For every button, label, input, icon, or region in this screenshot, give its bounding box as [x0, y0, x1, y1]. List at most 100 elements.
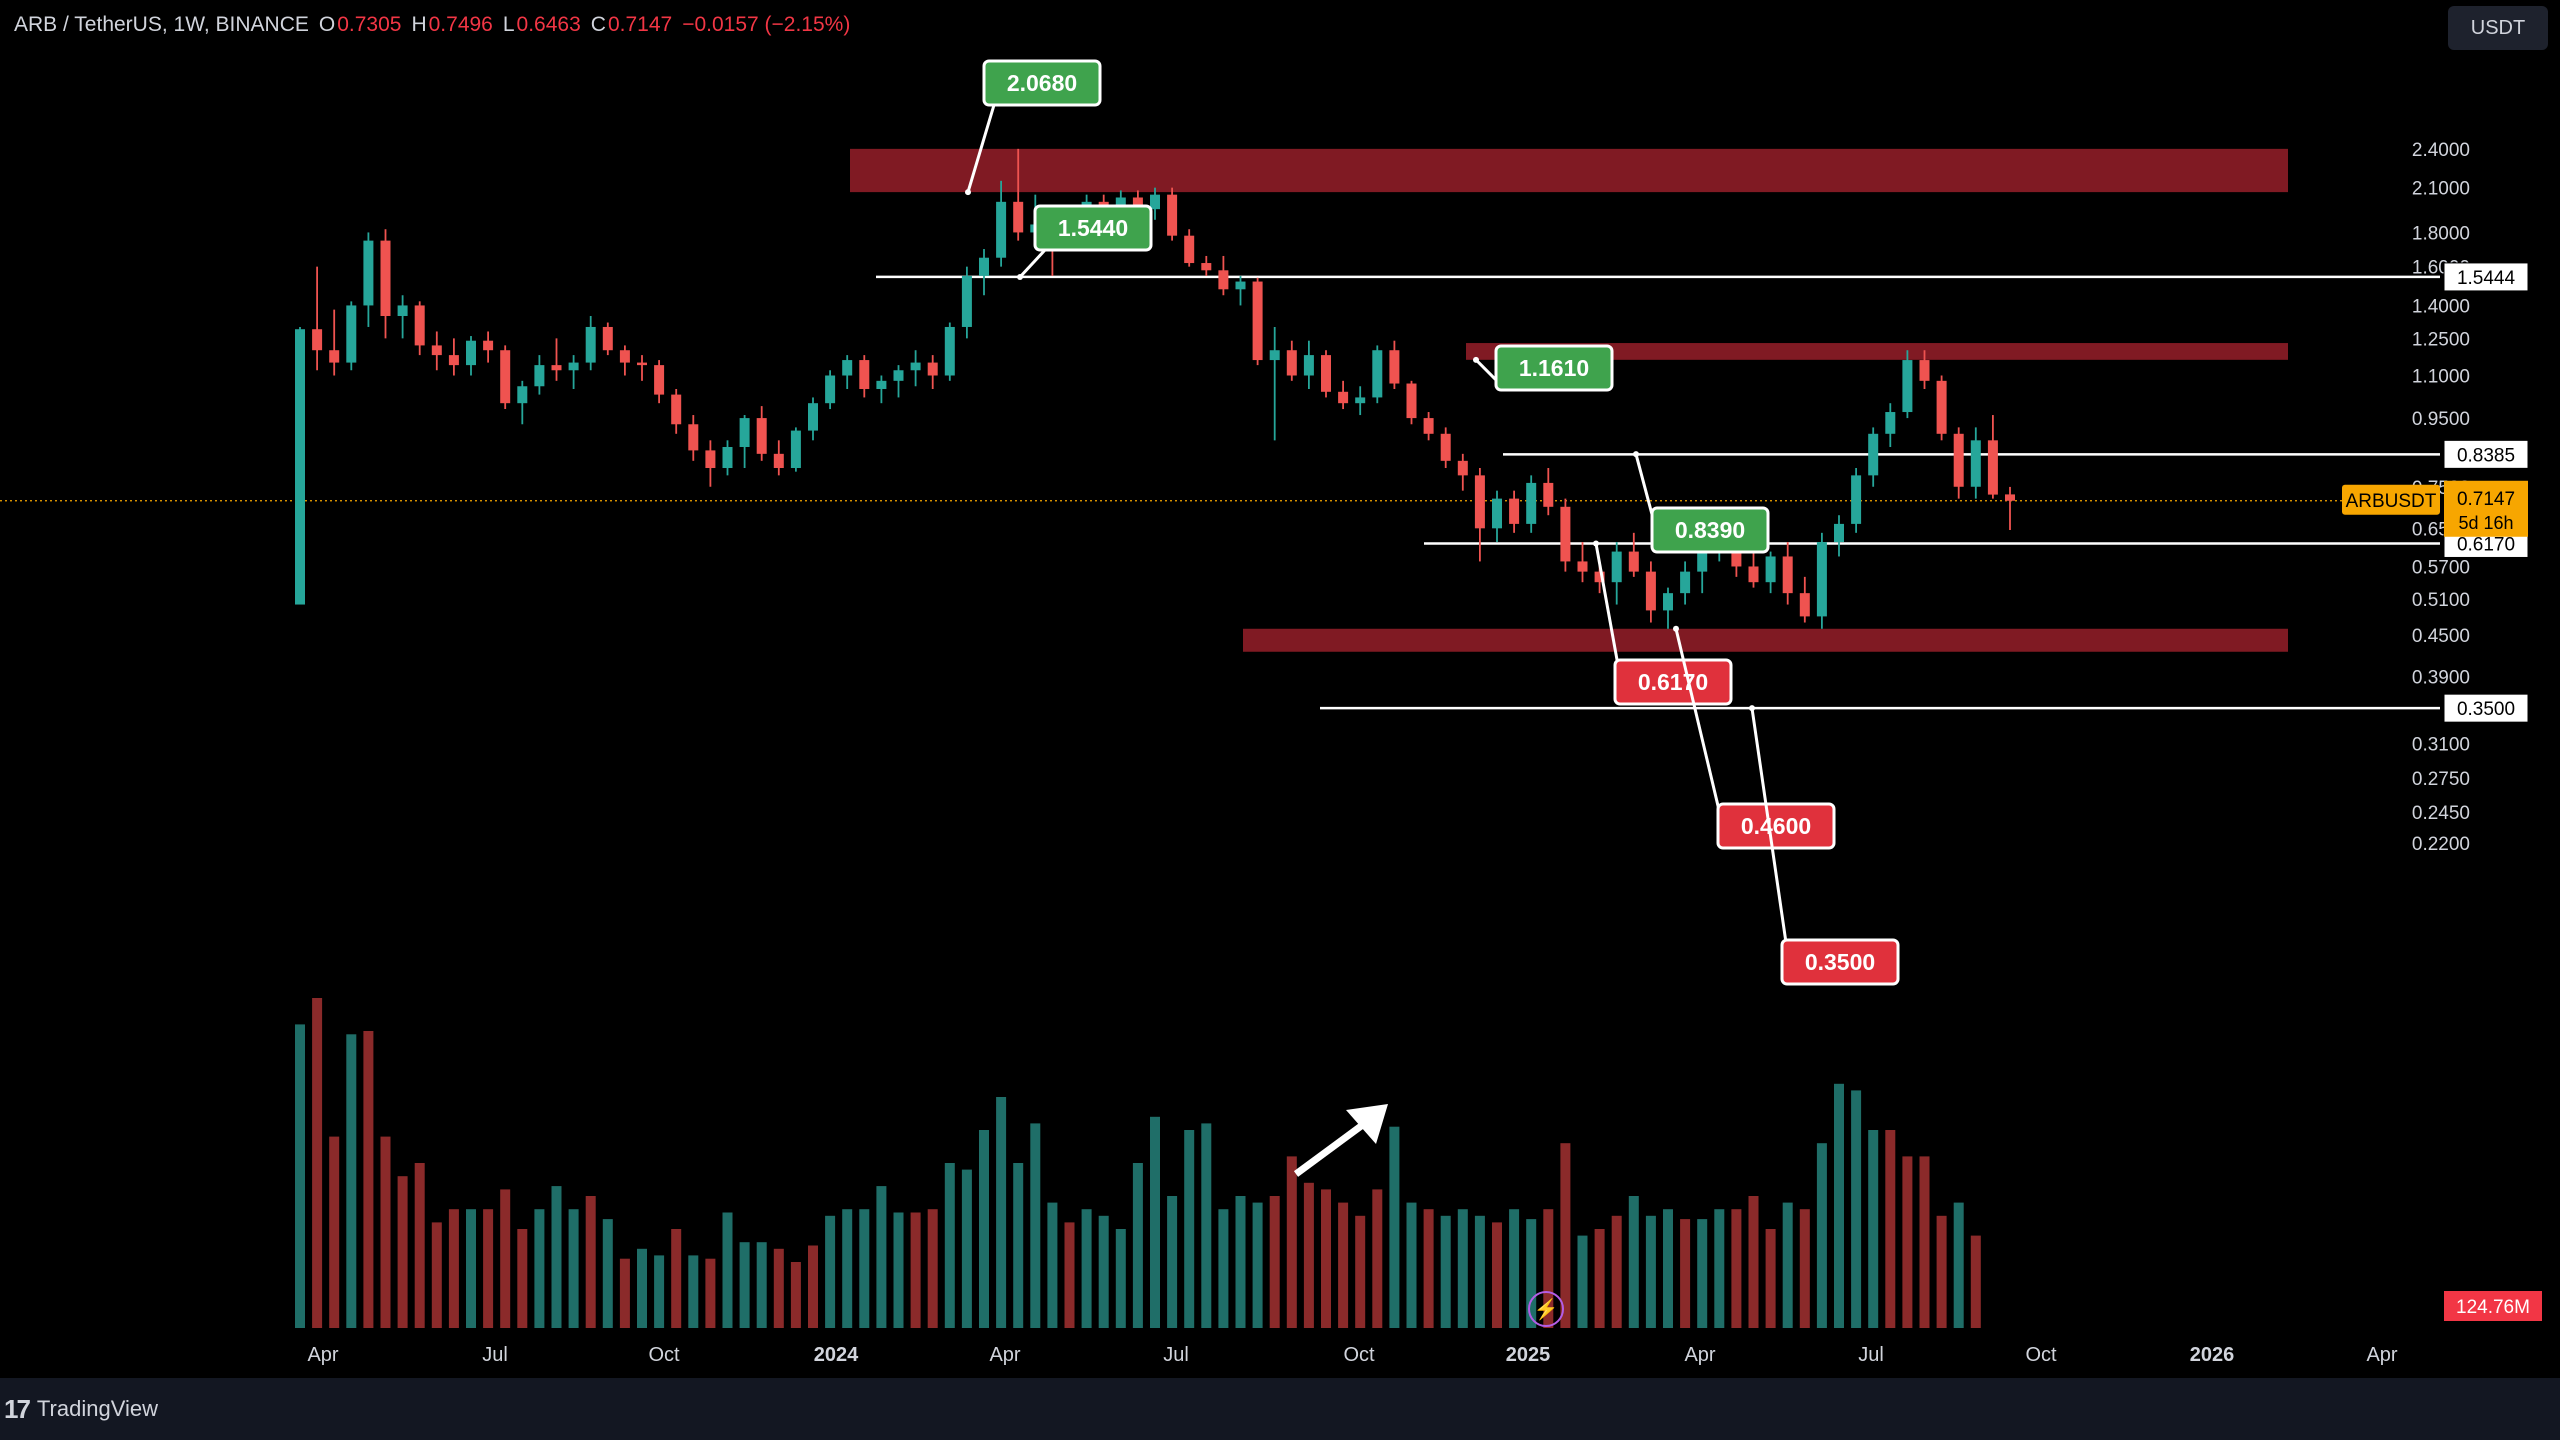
price-tick-label: 0.3900	[2412, 668, 2470, 689]
candle-body	[1611, 551, 1622, 583]
candle-body	[876, 380, 887, 390]
price-tick-label: 0.9500	[2412, 409, 2470, 430]
candle-body	[961, 275, 972, 327]
price-tick-label: 1.1000	[2412, 366, 2470, 387]
candle-body	[1509, 498, 1520, 524]
volume-bar	[944, 1163, 955, 1328]
candle-body	[1372, 350, 1383, 398]
candle-body	[1286, 350, 1297, 376]
candle-body	[1423, 418, 1434, 434]
callout-pointer	[966, 104, 996, 193]
candle-body	[1970, 440, 1981, 487]
candle-body	[910, 362, 921, 371]
tradingview-logo[interactable]: 17 TradingView	[4, 1394, 158, 1425]
symbol-title: ARB / TetherUS, 1W, BINANCE	[14, 13, 309, 36]
level-axis-tag	[2443, 693, 2529, 723]
volume-bar	[1868, 1130, 1879, 1328]
candle-body	[1013, 201, 1024, 233]
candle-body	[1834, 523, 1844, 543]
price-tick-label: 0.5700	[2412, 557, 2470, 578]
time-axis-label: Jul	[482, 1344, 508, 1366]
high-label: H	[411, 13, 427, 36]
high-value: 0.7496	[428, 13, 493, 36]
lightning-icon[interactable]: ⚡	[1528, 1291, 1564, 1327]
level-axis-label: 1.5444	[2457, 268, 2516, 289]
volume-bar	[534, 1209, 545, 1328]
volume-bar	[363, 1031, 374, 1328]
candle-body	[1132, 197, 1143, 210]
candle-body	[1663, 593, 1673, 611]
currency-button[interactable]: USDT	[2448, 6, 2548, 50]
symbol-tag-label: ARBUSDT	[2346, 491, 2437, 512]
candle-body	[568, 362, 579, 371]
candle-body	[1167, 194, 1178, 236]
volume-bar	[1150, 1116, 1160, 1328]
volume-bar	[705, 1258, 716, 1328]
candle-body	[1321, 355, 1331, 392]
volume-bar	[1321, 1189, 1331, 1328]
candle-body	[517, 386, 528, 404]
open-label: O	[318, 13, 336, 36]
volume-bar	[619, 1258, 630, 1328]
volume-bar	[1697, 1219, 1708, 1328]
candle-body	[346, 305, 357, 363]
volume-bar	[1252, 1202, 1263, 1328]
volume-bar	[1115, 1229, 1126, 1328]
volume-bar	[551, 1186, 562, 1328]
candle-body	[1697, 551, 1708, 572]
volume-bar	[1834, 1083, 1844, 1328]
time-axis-label: Apr	[307, 1344, 338, 1366]
candle-body	[1440, 433, 1451, 461]
candle-body	[1902, 360, 1913, 413]
candle-body	[637, 362, 647, 366]
callout-label: 0.6170	[1638, 669, 1708, 695]
candle-body	[944, 326, 955, 376]
resistance-zone	[1243, 628, 2288, 652]
candle-body	[739, 418, 750, 448]
candle-body	[1201, 263, 1212, 271]
callout-box	[1716, 802, 1836, 850]
callout-anchor	[1673, 625, 1679, 632]
callout-label: 1.5440	[1058, 215, 1128, 241]
time-axis-label: Apr	[989, 1344, 1020, 1366]
volume-bar	[1577, 1235, 1588, 1328]
callout-pointer	[1750, 707, 1794, 985]
callout-box	[982, 59, 1102, 107]
candle-body	[1184, 235, 1195, 264]
volume-bar	[842, 1209, 853, 1328]
candle-body	[1457, 460, 1468, 476]
volume-bar	[1303, 1182, 1314, 1328]
volume-bar	[1953, 1202, 1964, 1328]
candle-body	[1560, 506, 1571, 562]
volume-bar	[1389, 1126, 1400, 1328]
volume-bar	[1936, 1215, 1947, 1328]
volume-bar	[825, 1215, 836, 1328]
price-tick-label: 0.5100	[2412, 590, 2470, 611]
callout-box	[1613, 658, 1733, 706]
candle-body	[500, 350, 511, 404]
candle-body	[1235, 281, 1246, 290]
volume-bar	[500, 1189, 511, 1328]
candle-body	[1577, 561, 1588, 572]
candle-body	[1628, 551, 1639, 572]
change-value: −0.0157 (−2.15%)	[682, 13, 851, 36]
candle-body	[688, 424, 699, 451]
symbol-header: ARB / TetherUS, 1W, BINANCE O 0.7305 H 0.7…	[14, 10, 850, 40]
candle-body	[1885, 412, 1896, 434]
volume-bar	[431, 1222, 442, 1328]
time-axis-label: 2024	[814, 1344, 859, 1366]
close-label: C	[590, 13, 606, 36]
price-tick-label: 1.2500	[2412, 329, 2470, 350]
volume-bar	[1081, 1209, 1092, 1328]
candle-body	[1919, 360, 1930, 381]
candle-body	[756, 418, 767, 454]
volume-bar	[1184, 1130, 1195, 1328]
time-axis-label: Apr	[2366, 1344, 2397, 1366]
volume-bar	[808, 1245, 818, 1328]
volume-bar	[1509, 1209, 1520, 1328]
callout-box	[1494, 344, 1614, 392]
volume-bar	[1816, 1143, 1827, 1328]
volume-bar	[671, 1229, 682, 1328]
volume-bar	[1440, 1215, 1451, 1328]
